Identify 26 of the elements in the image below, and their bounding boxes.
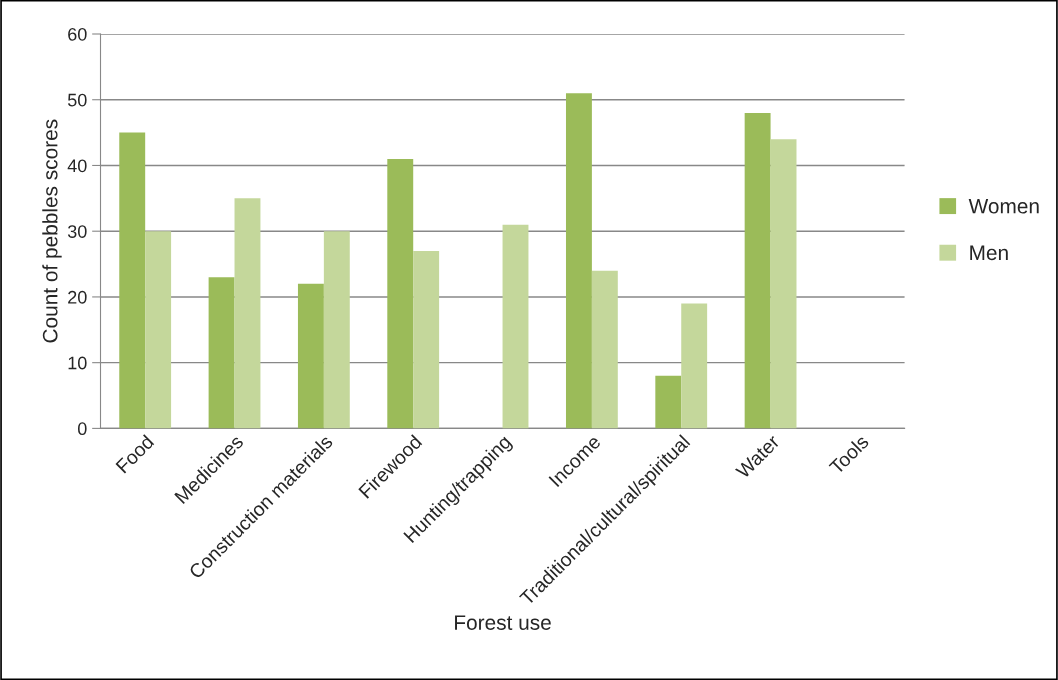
- y-tick-label: 50: [67, 93, 87, 107]
- bar: [208, 277, 235, 429]
- y-axis-title: Count of pebbles scores: [42, 119, 62, 343]
- legend-label: Men: [970, 245, 1008, 261]
- y-tick-label: 0: [77, 422, 87, 436]
- bar: [145, 231, 172, 429]
- bar: [502, 224, 529, 429]
- bar: [119, 132, 146, 429]
- y-tick-label: 10: [68, 356, 87, 370]
- y-tick-label: 40: [67, 159, 87, 173]
- bar: [681, 303, 708, 429]
- bar: [744, 112, 771, 429]
- bar: [770, 139, 797, 429]
- bar: [413, 250, 440, 429]
- bar: [591, 270, 618, 429]
- bar: [323, 231, 350, 429]
- bar: [387, 158, 414, 429]
- bar: [234, 198, 261, 429]
- y-tick-label: 20: [68, 290, 87, 304]
- bar: [655, 375, 682, 429]
- legend-label: Women: [968, 199, 1039, 214]
- y-tick-label: 30: [67, 225, 87, 238]
- bar: [297, 283, 324, 429]
- bar: [565, 93, 592, 429]
- y-tick-label: 60: [68, 27, 87, 41]
- x-axis-title: Forest use: [455, 615, 551, 630]
